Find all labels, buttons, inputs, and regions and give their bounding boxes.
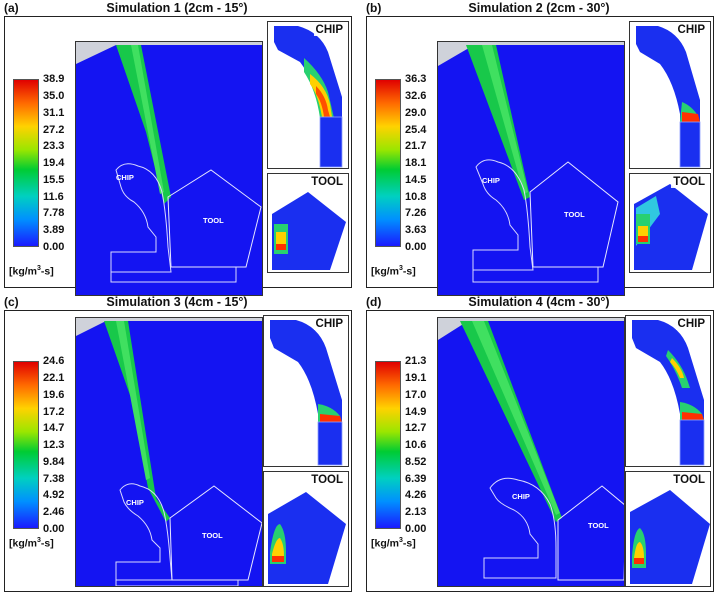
panel-simulation-4: (d) Simulation 4 (4cm - 30°) 21.3 19.1 1… bbox=[362, 294, 716, 592]
scale-tick: 21.7 bbox=[405, 140, 427, 152]
scale-tick: 19.1 bbox=[405, 372, 427, 384]
main-contour-view: CHIP TOOL bbox=[437, 317, 625, 587]
scale-tick: 6.39 bbox=[405, 473, 427, 485]
unit-label: [kg/m3-s] bbox=[371, 265, 416, 278]
panel-frame: 36.3 32.6 29.0 25.4 21.7 18.1 14.5 10.8 … bbox=[366, 16, 714, 296]
scale-tick: 14.5 bbox=[405, 174, 427, 186]
scale-tick: 32.6 bbox=[405, 90, 427, 102]
chip-inset-label: CHIP bbox=[675, 24, 707, 36]
color-bar bbox=[13, 361, 39, 529]
unit-label: [kg/m3-s] bbox=[9, 537, 54, 550]
scale-tick: 14.7 bbox=[43, 422, 65, 434]
chip-inset: CHIP bbox=[267, 21, 349, 169]
scale-tick: 3.89 bbox=[43, 224, 65, 236]
scale-tick: 4.26 bbox=[405, 489, 427, 501]
scale-tick: 7.78 bbox=[43, 207, 65, 219]
unit-label: [kg/m3-s] bbox=[371, 537, 416, 550]
scale-tick: 0.00 bbox=[43, 523, 65, 535]
tool-inset: TOOL bbox=[629, 173, 711, 273]
chip-inset: CHIP bbox=[263, 315, 349, 467]
panel-title: Simulation 3 (4cm - 15°) bbox=[106, 295, 248, 309]
tool-inset: TOOL bbox=[263, 471, 349, 587]
scale-tick: 3.63 bbox=[405, 224, 427, 236]
tool-inset: TOOL bbox=[267, 173, 349, 273]
scale-tick: 18.1 bbox=[405, 157, 427, 169]
tool-label: TOOL bbox=[202, 531, 223, 540]
color-bar bbox=[375, 361, 401, 529]
scale-tick: 21.3 bbox=[405, 355, 427, 367]
panel-letter: (a) bbox=[4, 1, 19, 15]
scale-tick: 0.00 bbox=[405, 523, 427, 535]
scale-tick: 7.38 bbox=[43, 473, 65, 485]
scale-tick: 12.7 bbox=[405, 422, 427, 434]
main-contour-view: CHIP TOOL bbox=[437, 41, 625, 296]
scale-tick: 0.00 bbox=[405, 241, 427, 253]
chip-label: CHIP bbox=[512, 492, 530, 501]
panel-title: Simulation 1 (2cm - 15°) bbox=[106, 1, 248, 15]
panel-frame: 24.6 22.1 19.6 17.2 14.7 12.3 9.84 7.38 … bbox=[4, 310, 352, 592]
scale-tick: 0.00 bbox=[43, 241, 65, 253]
chip-inset: CHIP bbox=[629, 21, 711, 169]
scale-tick: 25.4 bbox=[405, 124, 427, 136]
color-bar bbox=[13, 79, 39, 247]
panel-letter: (b) bbox=[366, 1, 382, 15]
tool-inset-label: TOOL bbox=[309, 474, 345, 486]
panel-simulation-1: (a) Simulation 1 (2cm - 15°) 38.9 35.0 3… bbox=[0, 0, 354, 296]
panel-frame: 38.9 35.0 31.1 27.2 23.3 19.4 15.5 11.6 … bbox=[4, 16, 352, 296]
panel-letter: (d) bbox=[366, 295, 382, 309]
panel-frame: 21.3 19.1 17.0 14.9 12.7 10.6 8.52 6.39 … bbox=[366, 310, 714, 592]
tool-inset-label: TOOL bbox=[309, 176, 345, 188]
scale-tick: 17.0 bbox=[405, 389, 427, 401]
chip-inset-label: CHIP bbox=[313, 24, 345, 36]
tool-inset: TOOL bbox=[625, 471, 711, 587]
chip-inset-label: CHIP bbox=[675, 318, 707, 330]
tool-inset-label: TOOL bbox=[671, 474, 707, 486]
chip-label: CHIP bbox=[116, 173, 134, 182]
scale-tick: 2.46 bbox=[43, 506, 65, 518]
scale-tick: 19.4 bbox=[43, 157, 65, 169]
scale-tick: 31.1 bbox=[43, 107, 65, 119]
panel-simulation-3: (c) Simulation 3 (4cm - 15°) 24.6 22.1 1… bbox=[0, 294, 354, 592]
scale-tick: 38.9 bbox=[43, 73, 65, 85]
tool-label: TOOL bbox=[588, 521, 609, 530]
scale-tick: 10.6 bbox=[405, 439, 427, 451]
scale-tick: 14.9 bbox=[405, 406, 427, 418]
scale-tick: 23.3 bbox=[43, 140, 65, 152]
chip-label: CHIP bbox=[482, 176, 500, 185]
scale-tick: 11.6 bbox=[43, 191, 64, 203]
scale-tick: 12.3 bbox=[43, 439, 65, 451]
scale-tick: 9.84 bbox=[43, 456, 65, 468]
scale-tick: 7.26 bbox=[405, 207, 427, 219]
scale-tick: 2.13 bbox=[405, 506, 427, 518]
tool-label: TOOL bbox=[203, 216, 224, 225]
scale-tick: 35.0 bbox=[43, 90, 65, 102]
scale-tick: 19.6 bbox=[43, 389, 65, 401]
chip-inset: CHIP bbox=[625, 315, 711, 467]
panel-simulation-2: (b) Simulation 2 (2cm - 30°) 36.3 32.6 2… bbox=[362, 0, 716, 296]
scale-tick: 15.5 bbox=[43, 174, 65, 186]
panel-title: Simulation 2 (2cm - 30°) bbox=[468, 1, 610, 15]
scale-tick: 36.3 bbox=[405, 73, 427, 85]
panel-title: Simulation 4 (4cm - 30°) bbox=[468, 295, 610, 309]
panel-letter: (c) bbox=[4, 295, 19, 309]
scale-tick: 22.1 bbox=[43, 372, 65, 384]
main-contour-view: CHIP TOOL bbox=[75, 41, 263, 296]
unit-label: [kg/m3-s] bbox=[9, 265, 54, 278]
tool-label: TOOL bbox=[564, 210, 585, 219]
tool-inset-label: TOOL bbox=[671, 176, 707, 188]
scale-tick: 10.8 bbox=[405, 191, 427, 203]
scale-tick: 17.2 bbox=[43, 406, 65, 418]
scale-tick: 29.0 bbox=[405, 107, 427, 119]
scale-tick: 27.2 bbox=[43, 124, 65, 136]
color-bar bbox=[375, 79, 401, 247]
chip-inset-label: CHIP bbox=[313, 318, 345, 330]
scale-tick: 4.92 bbox=[43, 489, 65, 501]
chip-label: CHIP bbox=[126, 498, 144, 507]
scale-tick: 8.52 bbox=[405, 456, 427, 468]
main-contour-view: CHIP TOOL bbox=[75, 317, 263, 587]
scale-tick: 24.6 bbox=[43, 355, 65, 367]
